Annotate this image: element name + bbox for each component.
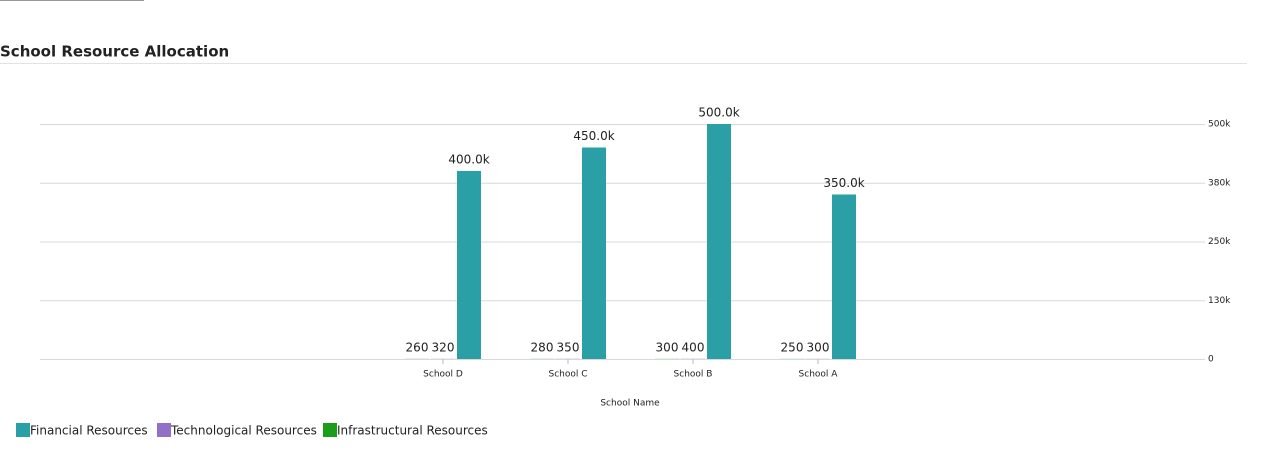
legend-label[interactable]: Technological Resources <box>170 424 317 438</box>
value-label: 500.0k <box>698 106 739 120</box>
x-tick-label: School C <box>548 370 587 380</box>
chart-title: School Resource Allocation <box>0 43 229 61</box>
legend-swatch <box>16 423 30 437</box>
legend-swatch <box>323 423 337 437</box>
value-label: 350.0k <box>823 176 864 190</box>
value-label: 450.0k <box>573 129 614 143</box>
y-tick-label: 250k <box>1208 237 1231 247</box>
value-label: 400 <box>682 340 705 354</box>
bar <box>457 171 481 359</box>
value-label: 350 <box>557 340 580 354</box>
x-axis-title: School Name <box>600 399 660 409</box>
value-label: 400.0k <box>448 153 489 167</box>
value-label: 300 <box>656 340 679 354</box>
y-tick-label: 130k <box>1208 296 1231 306</box>
bar <box>707 124 731 359</box>
value-label: 280 <box>531 340 554 354</box>
x-tick-label: School A <box>799 370 839 380</box>
bar <box>582 148 606 360</box>
legend-label[interactable]: Financial Resources <box>30 424 148 438</box>
value-label: 300 <box>807 340 830 354</box>
value-label: 320 <box>432 340 455 354</box>
bar <box>832 195 856 360</box>
y-tick-label: 500k <box>1208 120 1231 130</box>
y-tick-label: 0 <box>1208 355 1214 365</box>
value-label: 250 <box>781 340 804 354</box>
value-label: 260 <box>406 340 429 354</box>
x-tick-label: School D <box>423 370 463 380</box>
legend-swatch <box>157 423 171 437</box>
y-tick-label: 380k <box>1208 178 1231 188</box>
x-tick-label: School B <box>674 370 713 380</box>
legend-label[interactable]: Infrastructural Resources <box>337 424 488 438</box>
